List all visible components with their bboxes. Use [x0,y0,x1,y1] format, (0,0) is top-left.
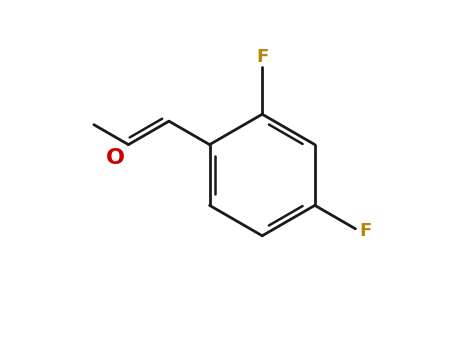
Text: F: F [359,222,371,239]
Text: F: F [256,48,268,65]
Text: O: O [106,148,125,168]
